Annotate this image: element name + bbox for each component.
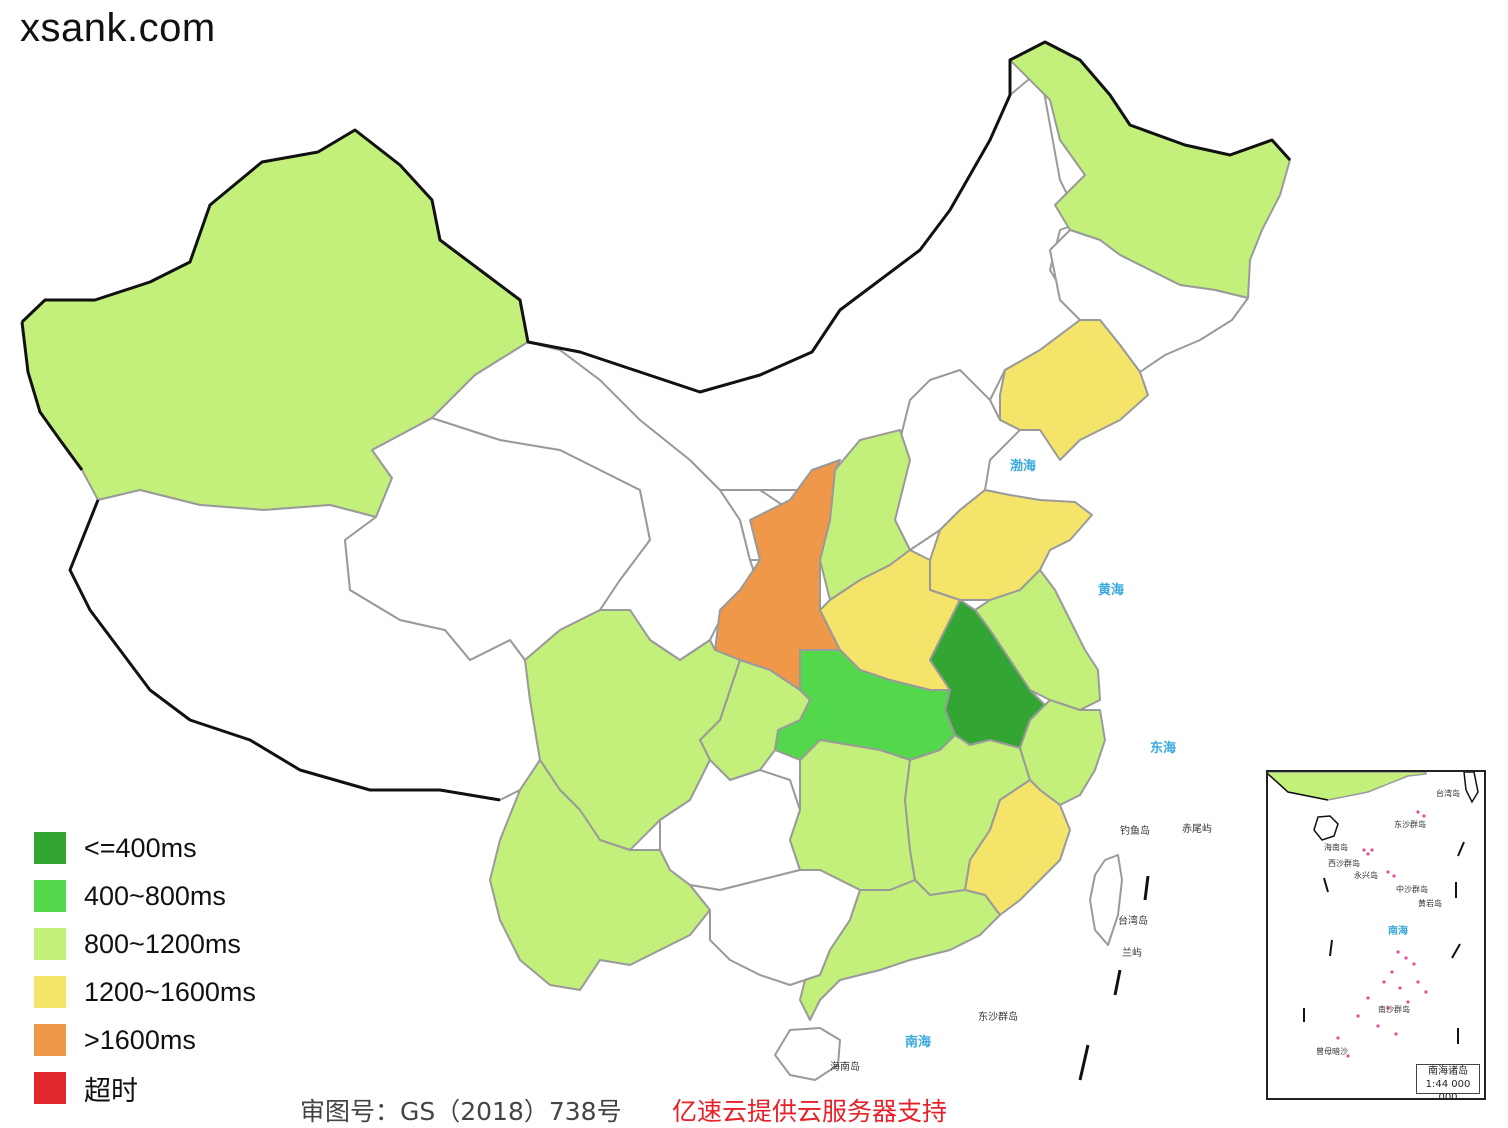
sponsor-link[interactable]: 亿速云提供云服务器支持	[672, 1097, 948, 1126]
island-label-diaoyu: 钓鱼岛	[1120, 824, 1150, 837]
sea-label-nanhai: 南海	[905, 1034, 931, 1050]
island-label-lanyu: 兰屿	[1122, 946, 1142, 959]
inset-hainan	[1313, 815, 1339, 841]
island-label-dongsha: 东沙群岛	[978, 1010, 1018, 1023]
inset-map: 台湾岛 东沙群岛 海南岛 西沙群岛 永兴岛 中沙群岛 黄岩岛 南海 南沙群岛 曾…	[1268, 772, 1479, 1058]
legend-label: 400~800ms	[84, 880, 226, 911]
legend-swatch	[34, 976, 66, 1008]
legend-item: 1200~1600ms	[34, 968, 256, 1016]
map-approval-number: 审图号：GS（2018）738号	[300, 1097, 622, 1126]
province-guangdong[interactable]	[799, 879, 1001, 1021]
site-title: xsank.com	[20, 6, 216, 50]
legend-label: 超时	[84, 1075, 138, 1106]
province-hainan[interactable]	[774, 1027, 841, 1081]
south-china-sea-inset: 台湾岛 东沙群岛 海南岛 西沙群岛 永兴岛 中沙群岛 黄岩岛 南海 南沙群岛 曾…	[1266, 770, 1486, 1100]
inset-label-zengmu: 曾母暗沙	[1316, 1046, 1348, 1056]
inset-boundary-dashes	[1303, 841, 1465, 1044]
inset-label-zhongsha: 中沙群岛	[1396, 884, 1428, 894]
legend-swatch	[34, 832, 66, 864]
legend-item: >1600ms	[34, 1016, 256, 1064]
inset-taiwan	[1463, 772, 1479, 804]
inset-label-nanhai: 南海	[1388, 924, 1408, 937]
legend-swatch	[34, 880, 66, 912]
maritime-boundary-dashes	[1078, 875, 1150, 1081]
legend-label: <=400ms	[84, 832, 197, 863]
inset-label-nansha: 南沙群岛	[1378, 1004, 1410, 1014]
legend-item: <=400ms	[34, 824, 256, 872]
inset-guangdong	[1268, 772, 1427, 801]
legend-item: 400~800ms	[34, 872, 256, 920]
inset-coastline	[1268, 773, 1329, 801]
inset-label-hainan: 海南岛	[1324, 842, 1348, 852]
sea-label-bohai: 渤海	[1010, 458, 1036, 474]
legend: <=400ms 400~800ms 800~1200ms 1200~1600ms…	[34, 824, 256, 1112]
inset-caption-scale: 1:44 000 000	[1425, 1079, 1471, 1100]
legend-item: 超时	[34, 1064, 256, 1112]
inset-label-taiwan: 台湾岛	[1436, 788, 1460, 798]
national-border-southwest	[20, 321, 501, 802]
inset-label-huangyan: 黄岩岛	[1418, 898, 1442, 908]
inset-label-xisha: 西沙群岛	[1328, 858, 1360, 868]
island-label-hainan: 海南岛	[830, 1060, 860, 1073]
island-label-chiwei: 赤尾屿	[1182, 823, 1212, 835]
inset-label-dongsha: 东沙群岛	[1394, 819, 1426, 829]
legend-swatch	[34, 1072, 66, 1104]
legend-swatch	[34, 928, 66, 960]
legend-item: 800~1200ms	[34, 920, 256, 968]
island-label-taiwan: 台湾岛	[1118, 914, 1148, 927]
province-yunnan[interactable]	[489, 759, 711, 991]
sea-label-donghai: 东海	[1150, 740, 1176, 756]
inset-label-yongxing: 永兴岛	[1354, 870, 1378, 880]
province-fujian[interactable]	[964, 779, 1071, 916]
inset-islands	[1336, 810, 1428, 1058]
legend-label: >1600ms	[84, 1024, 196, 1055]
legend-label: 1200~1600ms	[84, 976, 256, 1007]
legend-swatch	[34, 1024, 66, 1056]
national-border-north	[20, 40, 1292, 394]
inset-caption-title: 南海诸岛	[1428, 1066, 1468, 1077]
province-taiwan[interactable]	[1089, 854, 1123, 946]
legend-label: 800~1200ms	[84, 928, 241, 959]
inset-caption: 南海诸岛 1:44 000 000	[1416, 1064, 1480, 1098]
sea-label-huanghai: 黄海	[1098, 582, 1124, 598]
province-hunan[interactable]	[789, 739, 916, 891]
